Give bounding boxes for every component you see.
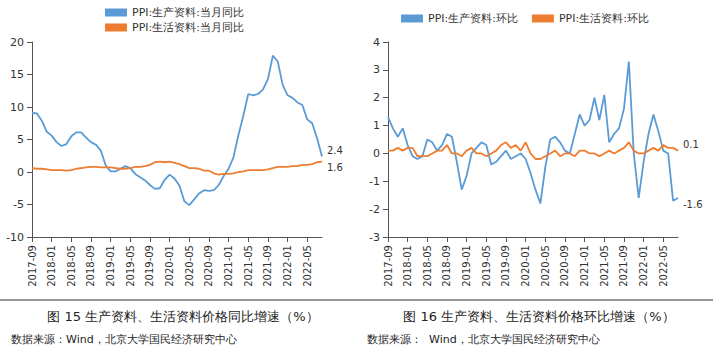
- svg-text:2018-09: 2018-09: [85, 245, 96, 287]
- svg-text:0: 0: [373, 147, 380, 160]
- svg-text:10: 10: [10, 101, 24, 114]
- svg-text:3: 3: [373, 63, 380, 76]
- svg-text:2020-01: 2020-01: [164, 245, 175, 287]
- svg-text:图 15 生产资料、生活资料价格同比增速（%）: 图 15 生产资料、生活资料价格同比增速（%）: [47, 309, 318, 324]
- svg-text:2018-05: 2018-05: [66, 245, 77, 287]
- svg-text:-5: -5: [13, 198, 24, 211]
- svg-text:2018-05: 2018-05: [422, 245, 433, 287]
- svg-text:2021-09: 2021-09: [262, 245, 273, 287]
- svg-text:数据来源：Wind，北京大学国民经济研究中心: 数据来源：Wind，北京大学国民经济研究中心: [11, 333, 237, 346]
- svg-text:-10: -10: [6, 231, 24, 244]
- svg-text:2021-09: 2021-09: [618, 245, 629, 287]
- svg-text:2019-05: 2019-05: [125, 245, 136, 287]
- svg-text:2020-09: 2020-09: [559, 245, 570, 287]
- svg-text:2020-05: 2020-05: [184, 245, 195, 287]
- svg-text:2020-09: 2020-09: [203, 245, 214, 287]
- svg-text:-3: -3: [369, 231, 380, 244]
- svg-text:5: 5: [17, 133, 24, 146]
- svg-text:图 16 生产资料、生活资料价格环比增速（%）: 图 16 生产资料、生活资料价格环比增速（%）: [403, 309, 674, 324]
- svg-text:20: 20: [10, 36, 24, 49]
- svg-text:2022-01: 2022-01: [638, 245, 649, 287]
- svg-text:-2: -2: [369, 203, 380, 216]
- svg-text:2019-05: 2019-05: [481, 245, 492, 287]
- svg-text:2: 2: [373, 91, 380, 104]
- svg-text:2022-05: 2022-05: [658, 245, 669, 287]
- svg-text:2018-01: 2018-01: [402, 245, 413, 287]
- svg-text:PPI:生活资料:当月同比: PPI:生活资料:当月同比: [132, 21, 244, 34]
- svg-text:2019-09: 2019-09: [500, 245, 511, 287]
- svg-text:2018-09: 2018-09: [441, 245, 452, 287]
- svg-text:2020-05: 2020-05: [540, 245, 551, 287]
- svg-text:2022-01: 2022-01: [282, 245, 293, 287]
- svg-text:数据来源： Wind，北京大学国民经济研究中心: 数据来源： Wind，北京大学国民经济研究中心: [367, 333, 600, 346]
- svg-text:2021-01: 2021-01: [223, 245, 234, 287]
- svg-text:2017-09: 2017-09: [27, 245, 38, 287]
- svg-text:2019-09: 2019-09: [144, 245, 155, 287]
- svg-text:2.4: 2.4: [327, 145, 343, 156]
- svg-text:2017-09: 2017-09: [383, 245, 394, 287]
- svg-text:2019-01: 2019-01: [105, 245, 116, 287]
- svg-text:PPI:生产资料:当月同比: PPI:生产资料:当月同比: [132, 6, 244, 19]
- svg-text:0.1: 0.1: [683, 139, 699, 150]
- svg-text:4: 4: [373, 36, 380, 49]
- svg-text:2020-01: 2020-01: [520, 245, 531, 287]
- svg-text:15: 15: [10, 68, 24, 81]
- svg-text:2022-05: 2022-05: [302, 245, 313, 287]
- svg-text:PPI:生活资料:环比: PPI:生活资料:环比: [559, 12, 649, 25]
- svg-text:2021-01: 2021-01: [579, 245, 590, 287]
- svg-text:1.6: 1.6: [327, 162, 343, 173]
- svg-text:2021-05: 2021-05: [599, 245, 610, 287]
- svg-text:2021-05: 2021-05: [243, 245, 254, 287]
- svg-text:-1: -1: [369, 175, 380, 188]
- svg-text:2018-01: 2018-01: [46, 245, 57, 287]
- svg-text:2019-01: 2019-01: [461, 245, 472, 287]
- svg-text:-1.6: -1.6: [683, 199, 703, 210]
- svg-text:PPI:生产资料:环比: PPI:生产资料:环比: [428, 12, 518, 25]
- svg-text:1: 1: [373, 119, 380, 132]
- svg-text:0: 0: [17, 166, 24, 179]
